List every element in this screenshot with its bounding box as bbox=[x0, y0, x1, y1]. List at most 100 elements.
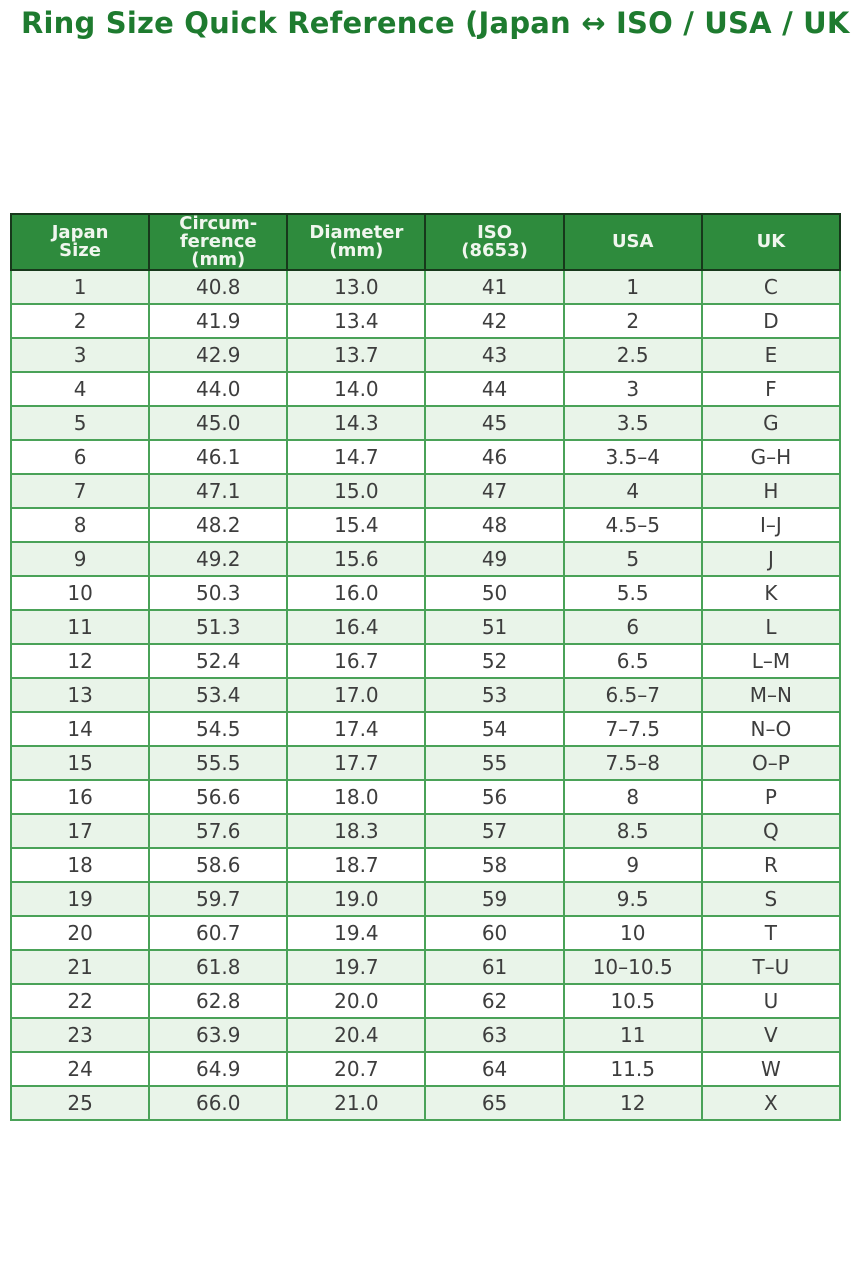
table-cell: 14.3 bbox=[286, 405, 427, 441]
table-cell: 5.5 bbox=[562, 575, 703, 611]
table-cell: 56.6 bbox=[148, 779, 289, 815]
header-diameter: Diameter (mm) bbox=[286, 213, 427, 271]
table-cell: 18.3 bbox=[286, 813, 427, 849]
table-cell: 16 bbox=[9, 779, 151, 815]
table-cell: 57.6 bbox=[148, 813, 289, 849]
table-cell: 60 bbox=[424, 915, 565, 951]
table-cell: G bbox=[700, 405, 842, 441]
table-cell: 41 bbox=[424, 269, 565, 305]
table-row: 12 52.4 16.7 52 6.5 L–M bbox=[9, 643, 842, 679]
table-cell: M–N bbox=[700, 677, 842, 713]
table-cell: 50.3 bbox=[148, 575, 289, 611]
table-cell: 17.7 bbox=[286, 745, 427, 781]
table-cell: 6.5–7 bbox=[562, 677, 703, 713]
page-title: Ring Size Quick Reference (Japan ↔ ISO /… bbox=[21, 6, 851, 40]
table-cell: 7–7.5 bbox=[562, 711, 703, 747]
table-cell: 59.7 bbox=[148, 881, 289, 917]
table-cell: 45.0 bbox=[148, 405, 289, 441]
table-cell: K bbox=[700, 575, 842, 611]
table-cell: J bbox=[700, 541, 842, 577]
table-cell: 6 bbox=[562, 609, 703, 645]
table-cell: 42 bbox=[424, 303, 565, 339]
table-cell: 3 bbox=[562, 371, 703, 407]
table-cell: C bbox=[700, 269, 842, 305]
table-cell: 46.1 bbox=[148, 439, 289, 475]
table-cell: 20.0 bbox=[286, 983, 427, 1019]
table-cell: 19.7 bbox=[286, 949, 427, 985]
table-row: 2 41.9 13.4 42 2 D bbox=[9, 303, 842, 339]
table-cell: 48 bbox=[424, 507, 565, 543]
table-cell: P bbox=[700, 779, 842, 815]
table-cell: 5 bbox=[9, 405, 151, 441]
table-cell: 6.5 bbox=[562, 643, 703, 679]
table-cell: 16.7 bbox=[286, 643, 427, 679]
table-cell: R bbox=[700, 847, 842, 883]
table-cell: 12 bbox=[562, 1085, 703, 1121]
table-cell: 2 bbox=[562, 303, 703, 339]
table-row: 21 61.8 19.7 61 10–10.5 T–U bbox=[9, 949, 842, 985]
table-cell: 61 bbox=[424, 949, 565, 985]
table-cell: 64.9 bbox=[148, 1051, 289, 1087]
table-row: 3 42.9 13.7 43 2.5 E bbox=[9, 337, 842, 373]
table-cell: 20.7 bbox=[286, 1051, 427, 1087]
table-cell: 64 bbox=[424, 1051, 565, 1087]
table-row: 25 66.0 21.0 65 12 X bbox=[9, 1085, 842, 1121]
table-row: 20 60.7 19.4 60 10 T bbox=[9, 915, 842, 951]
header-japan-size: Japan Size bbox=[9, 213, 151, 271]
table-cell: 58.6 bbox=[148, 847, 289, 883]
table-cell: 63 bbox=[424, 1017, 565, 1053]
table-cell: N–O bbox=[700, 711, 842, 747]
table-cell: 17.0 bbox=[286, 677, 427, 713]
table-row: 14 54.5 17.4 54 7–7.5 N–O bbox=[9, 711, 842, 747]
table-cell: O–P bbox=[700, 745, 842, 781]
table-row: 24 64.9 20.7 64 11.5 W bbox=[9, 1051, 842, 1087]
table-cell: Q bbox=[700, 813, 842, 849]
table-cell: 13.7 bbox=[286, 337, 427, 373]
table-cell: 58 bbox=[424, 847, 565, 883]
table-cell: H bbox=[700, 473, 842, 509]
table-row: 4 44.0 14.0 44 3 F bbox=[9, 371, 842, 407]
table-cell: 16.0 bbox=[286, 575, 427, 611]
table-cell: 54 bbox=[424, 711, 565, 747]
table-row: 11 51.3 16.4 51 6 L bbox=[9, 609, 842, 645]
table-cell: 9.5 bbox=[562, 881, 703, 917]
table-row: 6 46.1 14.7 46 3.5–4 G–H bbox=[9, 439, 842, 475]
table-cell: T bbox=[700, 915, 842, 951]
table-cell: D bbox=[700, 303, 842, 339]
table-row: 22 62.8 20.0 62 10.5 U bbox=[9, 983, 842, 1019]
table-cell: 10–10.5 bbox=[562, 949, 703, 985]
table-cell: 3 bbox=[9, 337, 151, 373]
table-cell: X bbox=[700, 1085, 842, 1121]
table-cell: 6 bbox=[9, 439, 151, 475]
table-row: 1 40.8 13.0 41 1 C bbox=[9, 269, 842, 305]
table-row: 17 57.6 18.3 57 8.5 Q bbox=[9, 813, 842, 849]
header-iso: ISO (8653) bbox=[424, 213, 565, 271]
table-cell: 3.5 bbox=[562, 405, 703, 441]
header-circumference: Circum- ference (mm) bbox=[148, 213, 289, 271]
table-cell: 59 bbox=[424, 881, 565, 917]
table-cell: 55.5 bbox=[148, 745, 289, 781]
table-cell: 8 bbox=[9, 507, 151, 543]
table-cell: 53 bbox=[424, 677, 565, 713]
ring-size-table: Japan Size Circum- ference (mm) Diameter… bbox=[9, 213, 842, 1121]
table-cell: 45 bbox=[424, 405, 565, 441]
table-cell: 14.7 bbox=[286, 439, 427, 475]
table-cell: 4.5–5 bbox=[562, 507, 703, 543]
table-cell: 15.4 bbox=[286, 507, 427, 543]
table-cell: 40.8 bbox=[148, 269, 289, 305]
table-cell: 7.5–8 bbox=[562, 745, 703, 781]
table-cell: 41.9 bbox=[148, 303, 289, 339]
table-cell: 47.1 bbox=[148, 473, 289, 509]
table-cell: 11 bbox=[562, 1017, 703, 1053]
table-cell: I–J bbox=[700, 507, 842, 543]
table-cell: 1 bbox=[562, 269, 703, 305]
table-cell: 21.0 bbox=[286, 1085, 427, 1121]
table-cell: 8.5 bbox=[562, 813, 703, 849]
header-usa: USA bbox=[562, 213, 703, 271]
table-row: 5 45.0 14.3 45 3.5 G bbox=[9, 405, 842, 441]
table-cell: 11 bbox=[9, 609, 151, 645]
table-cell: 44 bbox=[424, 371, 565, 407]
table-cell: 18.0 bbox=[286, 779, 427, 815]
table-cell: F bbox=[700, 371, 842, 407]
table-cell: 60.7 bbox=[148, 915, 289, 951]
